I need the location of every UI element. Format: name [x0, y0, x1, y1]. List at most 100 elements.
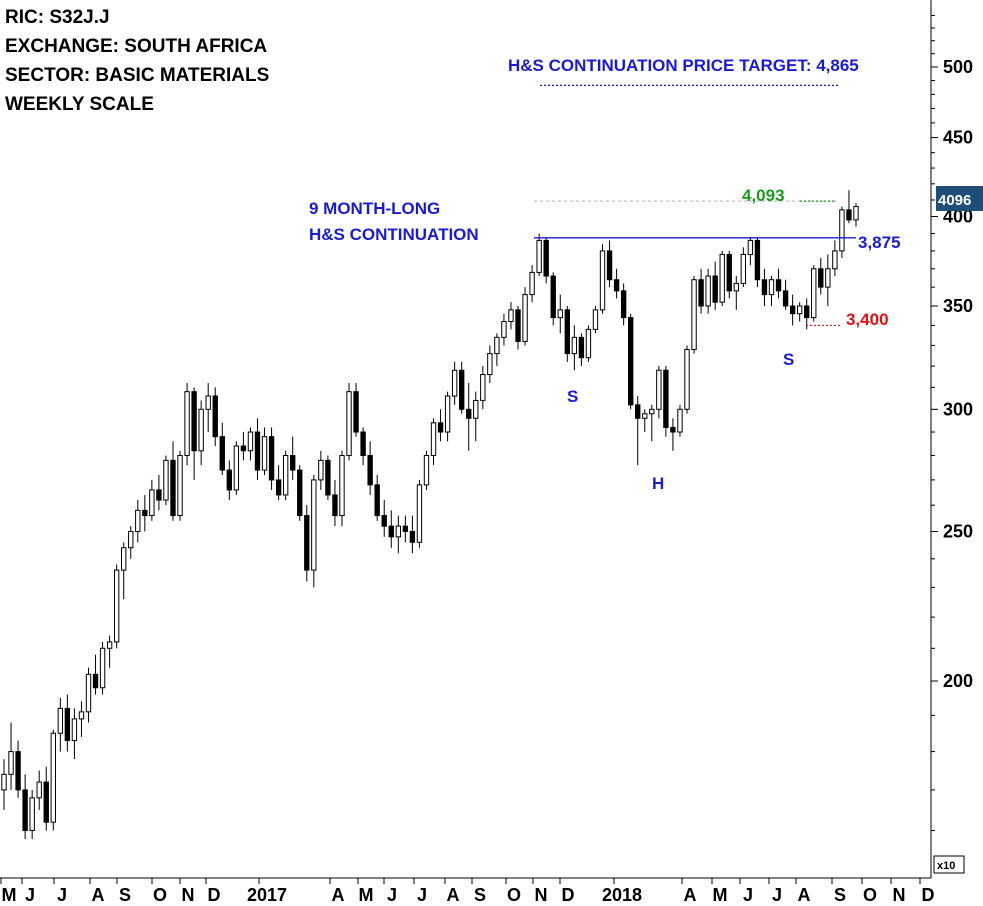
x-tick-label: A: [684, 885, 697, 905]
candle-body-down: [712, 275, 718, 303]
price-badge: [936, 186, 983, 211]
candle-body-up: [705, 275, 711, 307]
candle-body-up: [50, 732, 56, 823]
candle-body-down: [22, 789, 28, 832]
candle-body-up: [599, 250, 606, 311]
candle-body-up: [99, 647, 106, 689]
candle-body-up: [163, 459, 169, 501]
neckline-value: 3,875: [858, 233, 901, 252]
x-tick-label: A: [798, 885, 811, 905]
candles-group: [1, 190, 859, 839]
candle-body-down: [156, 489, 162, 501]
candle-body-up: [529, 271, 535, 296]
candle-body-down: [789, 305, 796, 315]
candle-body-up: [480, 373, 486, 401]
candle-body-down: [578, 336, 585, 359]
candle-body-up: [719, 253, 725, 303]
candle-body-down: [635, 404, 641, 419]
candle-body-up: [839, 209, 845, 252]
x-tick-label: 2017: [247, 885, 287, 905]
candle-body-up: [649, 408, 655, 415]
info-sector: SECTOR: BASIC MATERIALS: [5, 65, 269, 86]
candle-body-up: [205, 395, 211, 410]
candle-body-down: [43, 781, 49, 823]
x-tick-label: N: [535, 885, 548, 905]
info-ric: RIC: S32J.J: [5, 7, 110, 28]
high-value: 4,093: [742, 186, 785, 205]
candle-body-down: [170, 459, 176, 517]
candle-body-up: [684, 349, 690, 410]
candle-body-down: [846, 209, 852, 221]
x-tick-label: M: [2, 885, 17, 905]
candle-body-up: [508, 309, 514, 322]
candle-body-down: [550, 275, 556, 319]
pattern-label-line1: 9 MONTH-LONG: [309, 199, 440, 218]
candle-body-down: [142, 509, 148, 517]
candle-body-up: [8, 751, 14, 775]
candle-body-down: [381, 515, 387, 527]
candle-body-down: [670, 426, 676, 433]
candle-body-down: [663, 369, 669, 428]
candle-body-down: [92, 673, 99, 689]
candle-body-up: [318, 459, 324, 481]
right-shoulder-label: S: [783, 350, 794, 369]
info-scale: WEEKLY SCALE: [5, 94, 154, 115]
x-tick-label: N: [893, 885, 906, 905]
candle-body-down: [388, 525, 394, 538]
candle-body-up: [282, 455, 289, 496]
candle-body-down: [627, 317, 634, 406]
candle-body-up: [487, 353, 493, 375]
candle-body-up: [198, 408, 204, 452]
target-label: H&S CONTINUATION PRICE TARGET: 4,865: [508, 56, 859, 75]
candle-body-down: [726, 253, 732, 292]
price-badge-value: 4096: [938, 192, 971, 209]
head-label: H: [652, 474, 664, 493]
candle-body-up: [473, 399, 479, 419]
candle-body-up: [423, 455, 430, 486]
candle-body-down: [409, 530, 416, 543]
candle-body-down: [543, 239, 549, 277]
candle-body-up: [416, 484, 423, 543]
candle-body-down: [564, 309, 570, 355]
candle-body-down: [297, 469, 303, 517]
info-exchange: EXCHANGE: SOUTH AFRICA: [5, 36, 267, 57]
candle-body-up: [585, 328, 592, 359]
candle-body-down: [437, 422, 444, 433]
x-tick-label: J: [417, 885, 427, 905]
x-tick-label: J: [743, 885, 753, 905]
x-tick-label: M: [713, 885, 728, 905]
candle-body-up: [656, 369, 662, 410]
candle-body-down: [402, 525, 409, 532]
candle-body-up: [135, 509, 141, 532]
x-tick-label: A: [332, 885, 345, 905]
candle-body-up: [444, 395, 451, 433]
candle-body-down: [191, 391, 197, 452]
candle-body-down: [64, 707, 71, 742]
candle-body-up: [106, 641, 113, 649]
candle-body-up: [677, 408, 683, 433]
candle-body-up: [78, 711, 85, 720]
candle-body-down: [775, 279, 782, 292]
x-tick-label: D: [562, 885, 575, 905]
candle-body-up: [825, 268, 831, 288]
candle-body-down: [818, 268, 824, 288]
candle-body-up: [740, 253, 747, 284]
candle-body-down: [212, 395, 218, 438]
candle-body-down: [15, 751, 21, 791]
candle-body-up: [430, 422, 437, 457]
candle-body-up: [71, 718, 78, 742]
candle-body-down: [466, 408, 472, 419]
candle-body-down: [325, 459, 331, 496]
candle-body-down: [290, 455, 296, 471]
x-tick-label: O: [863, 885, 877, 905]
x-tick-label: O: [507, 885, 521, 905]
candle-body-up: [85, 673, 92, 713]
x-tick-label: A: [92, 885, 105, 905]
candle-body-up: [494, 336, 500, 355]
y-tick-label: 350: [943, 296, 973, 316]
candle-body-down: [304, 515, 310, 571]
candle-body-up: [149, 489, 155, 517]
candle-body-up: [36, 781, 42, 799]
candle-body-down: [367, 455, 373, 486]
